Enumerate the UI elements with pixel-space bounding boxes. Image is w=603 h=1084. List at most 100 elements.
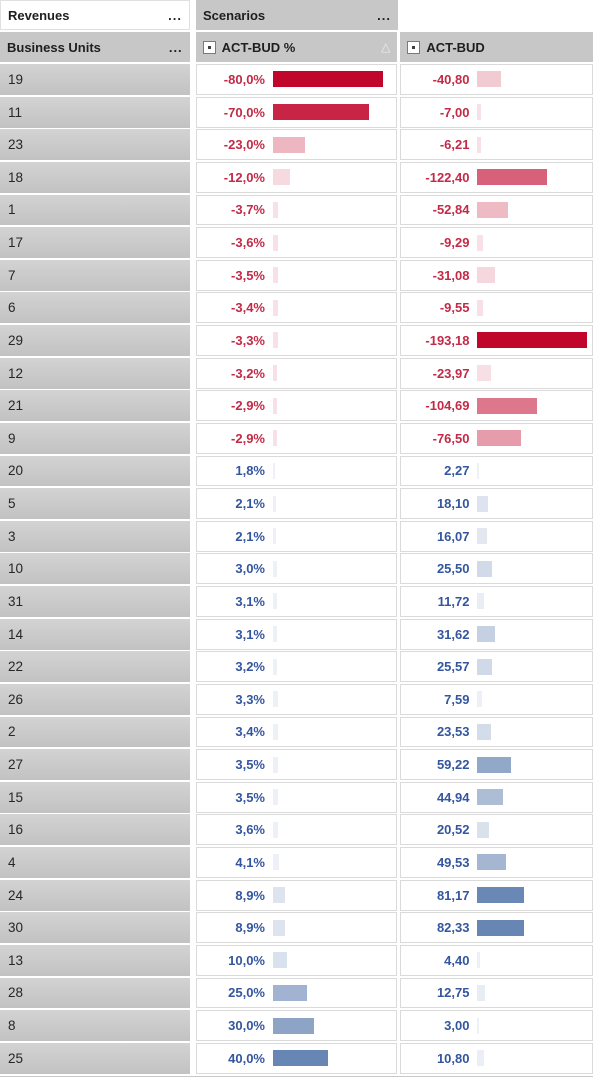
- act-bud-cell[interactable]: -52,84: [400, 194, 593, 226]
- act-bud-pct-cell[interactable]: 3,1%: [196, 618, 398, 650]
- act-bud-pct-cell[interactable]: -2,9%: [196, 390, 398, 422]
- row-header-cell[interactable]: 19: [0, 64, 190, 95]
- act-bud-pct-cell[interactable]: 2,1%: [196, 488, 398, 520]
- act-bud-cell[interactable]: 16,07: [400, 520, 593, 552]
- act-bud-pct-cell[interactable]: 2,1%: [196, 520, 398, 552]
- act-bud-pct-cell[interactable]: 3,6%: [196, 814, 398, 846]
- act-bud-cell[interactable]: 4,40: [400, 944, 593, 976]
- row-header-cell[interactable]: 8: [0, 1010, 190, 1042]
- act-bud-pct-cell[interactable]: 8,9%: [196, 912, 398, 944]
- row-header-cell[interactable]: 17: [0, 227, 190, 259]
- act-bud-pct-cell[interactable]: -12,0%: [196, 161, 398, 193]
- act-bud-pct-cell[interactable]: 3,5%: [196, 781, 398, 813]
- row-header-cell[interactable]: 31: [0, 586, 190, 617]
- act-bud-pct-cell[interactable]: -3,5%: [196, 259, 398, 291]
- act-bud-cell[interactable]: -193,18: [400, 325, 593, 356]
- act-bud-cell[interactable]: 44,94: [400, 781, 593, 813]
- act-bud-pct-cell[interactable]: 10,0%: [196, 944, 398, 976]
- row-header-cell[interactable]: 1: [0, 194, 190, 226]
- column-dimension-cell[interactable]: Scenarios ...: [196, 0, 398, 30]
- row-header-cell[interactable]: 4: [0, 847, 190, 878]
- row-header-cell[interactable]: 12: [0, 357, 190, 389]
- act-bud-cell[interactable]: 20,52: [400, 814, 593, 846]
- act-bud-cell[interactable]: 10,80: [400, 1042, 593, 1074]
- row-header-cell[interactable]: 6: [0, 292, 190, 324]
- row-header-cell[interactable]: 28: [0, 977, 190, 1009]
- act-bud-cell[interactable]: -6,21: [400, 129, 593, 161]
- act-bud-cell[interactable]: 81,17: [400, 879, 593, 911]
- row-header-cell-business-units[interactable]: Business Units ...: [0, 32, 190, 62]
- act-bud-pct-cell[interactable]: 3,2%: [196, 651, 398, 683]
- sort-ascending-icon[interactable]: △: [381, 40, 391, 54]
- row-header-cell[interactable]: 15: [0, 781, 190, 813]
- column-header-act-bud[interactable]: ACT-BUD: [400, 32, 593, 62]
- act-bud-pct-cell[interactable]: 3,5%: [196, 749, 398, 781]
- row-header-cell[interactable]: 3: [0, 520, 190, 552]
- act-bud-cell[interactable]: 11,72: [400, 586, 593, 617]
- act-bud-cell[interactable]: 23,53: [400, 716, 593, 748]
- act-bud-pct-cell[interactable]: -80,0%: [196, 64, 398, 95]
- act-bud-cell[interactable]: 18,10: [400, 488, 593, 520]
- act-bud-pct-cell[interactable]: -3,4%: [196, 292, 398, 324]
- act-bud-cell[interactable]: 2,27: [400, 455, 593, 487]
- row-header-cell[interactable]: 5: [0, 488, 190, 520]
- act-bud-pct-cell[interactable]: -23,0%: [196, 129, 398, 161]
- row-header-cell[interactable]: 27: [0, 749, 190, 781]
- act-bud-pct-cell[interactable]: -3,2%: [196, 357, 398, 389]
- member-expand-icon[interactable]: [407, 40, 421, 54]
- row-dimension-cell[interactable]: Revenues ...: [0, 0, 190, 30]
- act-bud-pct-cell[interactable]: 40,0%: [196, 1042, 398, 1074]
- act-bud-cell[interactable]: -40,80: [400, 64, 593, 95]
- row-dimension-menu-dots-icon[interactable]: ...: [168, 7, 182, 23]
- act-bud-pct-cell[interactable]: -3,6%: [196, 227, 398, 259]
- act-bud-cell[interactable]: 12,75: [400, 977, 593, 1009]
- act-bud-pct-cell[interactable]: 3,0%: [196, 553, 398, 585]
- act-bud-pct-cell[interactable]: 8,9%: [196, 879, 398, 911]
- row-header-cell[interactable]: 24: [0, 879, 190, 911]
- column-dimension-menu-dots-icon[interactable]: ...: [377, 7, 391, 23]
- row-header-cell[interactable]: 23: [0, 129, 190, 161]
- row-header-cell[interactable]: 29: [0, 325, 190, 356]
- act-bud-pct-cell[interactable]: -2,9%: [196, 422, 398, 454]
- act-bud-pct-cell[interactable]: -70,0%: [196, 96, 398, 128]
- row-header-cell[interactable]: 11: [0, 96, 190, 128]
- row-header-cell[interactable]: 9: [0, 422, 190, 454]
- act-bud-cell[interactable]: 59,22: [400, 749, 593, 781]
- row-header-cell[interactable]: 13: [0, 944, 190, 976]
- act-bud-pct-cell[interactable]: 30,0%: [196, 1010, 398, 1042]
- act-bud-pct-cell[interactable]: 25,0%: [196, 977, 398, 1009]
- act-bud-cell[interactable]: -122,40: [400, 161, 593, 193]
- row-header-cell[interactable]: 21: [0, 390, 190, 422]
- row-header-cell[interactable]: 16: [0, 814, 190, 846]
- act-bud-cell[interactable]: 25,57: [400, 651, 593, 683]
- act-bud-cell[interactable]: 3,00: [400, 1010, 593, 1042]
- act-bud-pct-cell[interactable]: 3,4%: [196, 716, 398, 748]
- member-expand-icon[interactable]: [202, 40, 216, 54]
- act-bud-cell[interactable]: -76,50: [400, 422, 593, 454]
- act-bud-pct-cell[interactable]: 3,3%: [196, 683, 398, 715]
- act-bud-cell[interactable]: 31,62: [400, 618, 593, 650]
- act-bud-pct-cell[interactable]: -3,3%: [196, 325, 398, 356]
- act-bud-cell[interactable]: 49,53: [400, 847, 593, 878]
- row-header-cell[interactable]: 2: [0, 716, 190, 748]
- row-header-cell[interactable]: 18: [0, 161, 190, 193]
- row-header-cell[interactable]: 10: [0, 553, 190, 585]
- act-bud-cell[interactable]: -23,97: [400, 357, 593, 389]
- act-bud-cell[interactable]: 82,33: [400, 912, 593, 944]
- act-bud-pct-cell[interactable]: -3,7%: [196, 194, 398, 226]
- act-bud-pct-cell[interactable]: 4,1%: [196, 847, 398, 878]
- row-header-cell[interactable]: 20: [0, 455, 190, 487]
- act-bud-cell[interactable]: -31,08: [400, 259, 593, 291]
- row-header-cell[interactable]: 30: [0, 912, 190, 944]
- act-bud-pct-cell[interactable]: 3,1%: [196, 586, 398, 617]
- row-header-cell[interactable]: 26: [0, 683, 190, 715]
- act-bud-cell[interactable]: -7,00: [400, 96, 593, 128]
- row-header-cell[interactable]: 22: [0, 651, 190, 683]
- row-header-cell[interactable]: 14: [0, 618, 190, 650]
- act-bud-cell[interactable]: -9,55: [400, 292, 593, 324]
- row-header-cell[interactable]: 25: [0, 1042, 190, 1074]
- act-bud-cell[interactable]: 25,50: [400, 553, 593, 585]
- act-bud-pct-cell[interactable]: 1,8%: [196, 455, 398, 487]
- act-bud-cell[interactable]: 7,59: [400, 683, 593, 715]
- business-units-menu-dots-icon[interactable]: ...: [168, 39, 183, 55]
